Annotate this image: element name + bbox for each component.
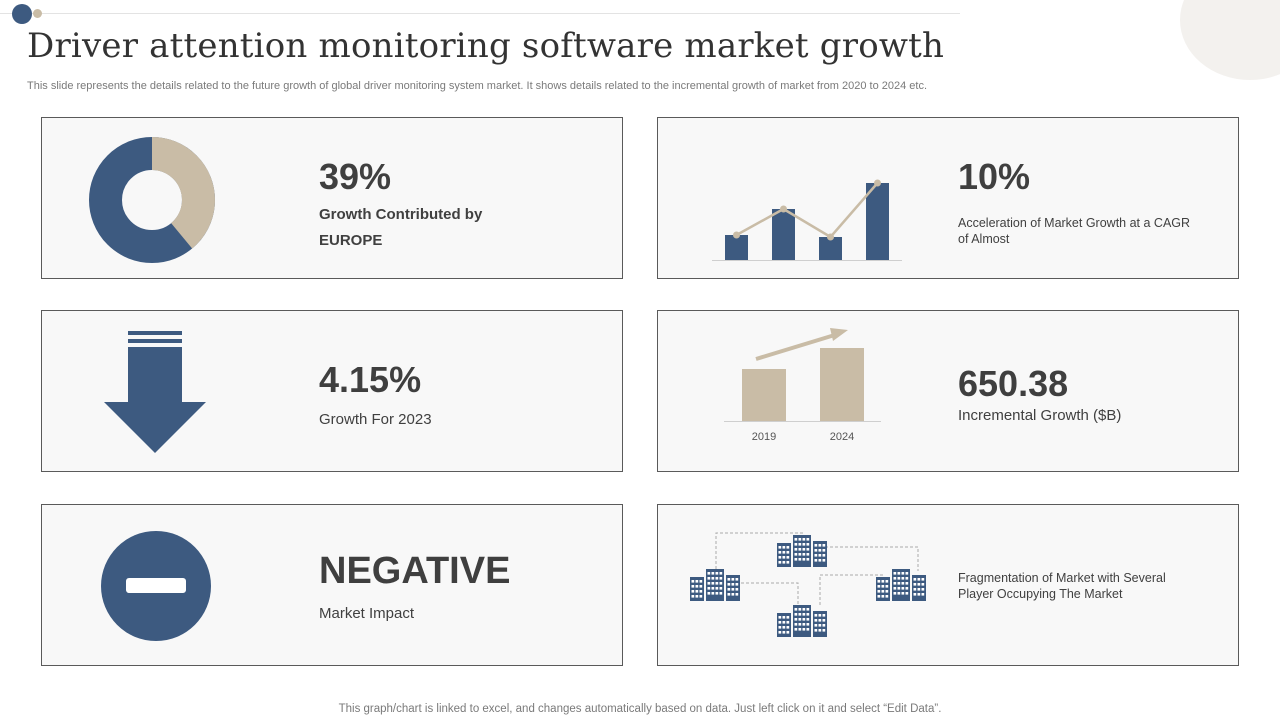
- impact-value: NEGATIVE: [319, 550, 511, 592]
- building-cluster-top: [777, 535, 827, 567]
- building-cluster-bottom: [777, 605, 827, 637]
- top-divider: [0, 13, 960, 14]
- minus-circle-icon: [101, 531, 211, 641]
- growth-2023-label: Growth For 2023: [319, 411, 432, 428]
- europe-label-line1: Growth Contributed by: [319, 206, 483, 223]
- cagr-value: 10%: [958, 156, 1031, 197]
- corner-decoration: [1180, 0, 1280, 80]
- card-market-impact[interactable]: NEGATIVE Market Impact: [41, 504, 623, 666]
- building-cluster-left: [690, 569, 740, 601]
- decor-dot-large: [12, 4, 32, 24]
- tick-label-2019: 2019: [752, 431, 776, 443]
- growth-2023-value: 4.15%: [319, 359, 422, 400]
- page-subtitle: This slide represents the details relate…: [27, 80, 927, 92]
- impact-label: Market Impact: [319, 605, 415, 622]
- decor-dot-small: [33, 9, 42, 18]
- down-arrow-icon: [104, 331, 206, 453]
- fragmentation-label: Fragmentation of Market with Several Pla…: [958, 571, 1166, 601]
- europe-value: 39%: [319, 156, 392, 197]
- cagr-label: Acceleration of Market Growth at a CAGR …: [958, 216, 1191, 246]
- europe-label-line2: EUROPE: [319, 232, 383, 249]
- donut-slice-europe: [152, 137, 215, 249]
- incremental-value: 650.38: [958, 363, 1069, 404]
- card-fragmentation[interactable]: Fragmentation of Market with Several Pla…: [657, 504, 1239, 666]
- card-cagr[interactable]: 10% Acceleration of Market Growth at a C…: [657, 117, 1239, 279]
- card-growth-2023[interactable]: 4.15% Growth For 2023: [41, 310, 623, 472]
- donut-chart-icon: [89, 137, 215, 263]
- card-incremental-growth[interactable]: 2019 2024 650.38 Incremental Growth ($B): [657, 310, 1239, 472]
- card-europe-growth[interactable]: 39% Growth Contributed by EUROPE: [41, 117, 623, 279]
- tick-label-2024: 2024: [830, 431, 854, 443]
- bar-line-chart-icon: [712, 179, 902, 261]
- buildings-network-icon: [690, 532, 926, 637]
- footer-note: This graph/chart is linked to excel, and…: [338, 703, 942, 715]
- building-cluster-right: [876, 569, 926, 601]
- bar-growth-icon: 2019 2024: [724, 328, 881, 443]
- page-title: Driver attention monitoring software mar…: [27, 26, 945, 66]
- incremental-label: Incremental Growth ($B): [958, 407, 1122, 424]
